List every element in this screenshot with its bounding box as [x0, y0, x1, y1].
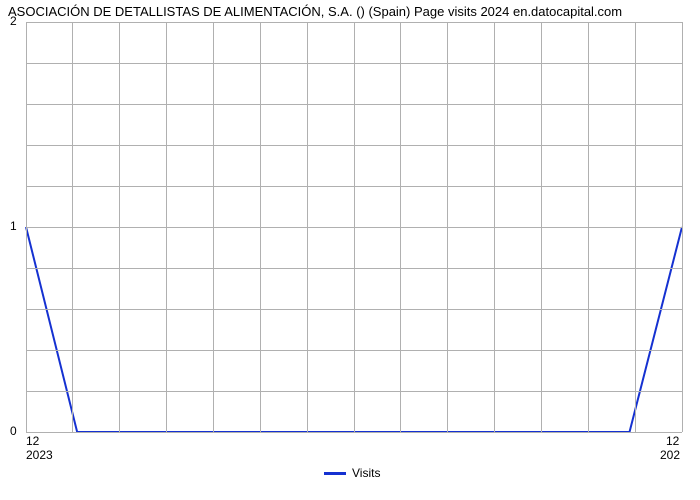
grid-v: [72, 22, 73, 432]
legend-swatch: [324, 472, 346, 475]
grid-v: [400, 22, 401, 432]
grid-v: [260, 22, 261, 432]
grid-v: [119, 22, 120, 432]
y-tick-1: 1: [10, 219, 17, 233]
grid-v: [447, 22, 448, 432]
legend: Visits: [324, 466, 380, 480]
grid-v: [307, 22, 308, 432]
x-tick-right-2: 202: [660, 448, 680, 462]
grid-v: [494, 22, 495, 432]
grid-v: [682, 22, 683, 432]
grid-v: [354, 22, 355, 432]
x-tick-left-1: 12: [26, 434, 39, 448]
x-tick-right-1: 12: [666, 434, 679, 448]
grid-v: [26, 22, 27, 432]
grid-v: [635, 22, 636, 432]
chart-title: ASOCIACIÓN DE DETALLISTAS DE ALIMENTACIÓ…: [8, 4, 622, 19]
y-tick-0: 0: [10, 424, 17, 438]
x-tick-left-2: 2023: [26, 448, 53, 462]
grid-v: [588, 22, 589, 432]
grid-v: [541, 22, 542, 432]
y-tick-2: 2: [10, 14, 17, 28]
grid-v: [213, 22, 214, 432]
grid-v: [166, 22, 167, 432]
legend-label: Visits: [352, 466, 380, 480]
